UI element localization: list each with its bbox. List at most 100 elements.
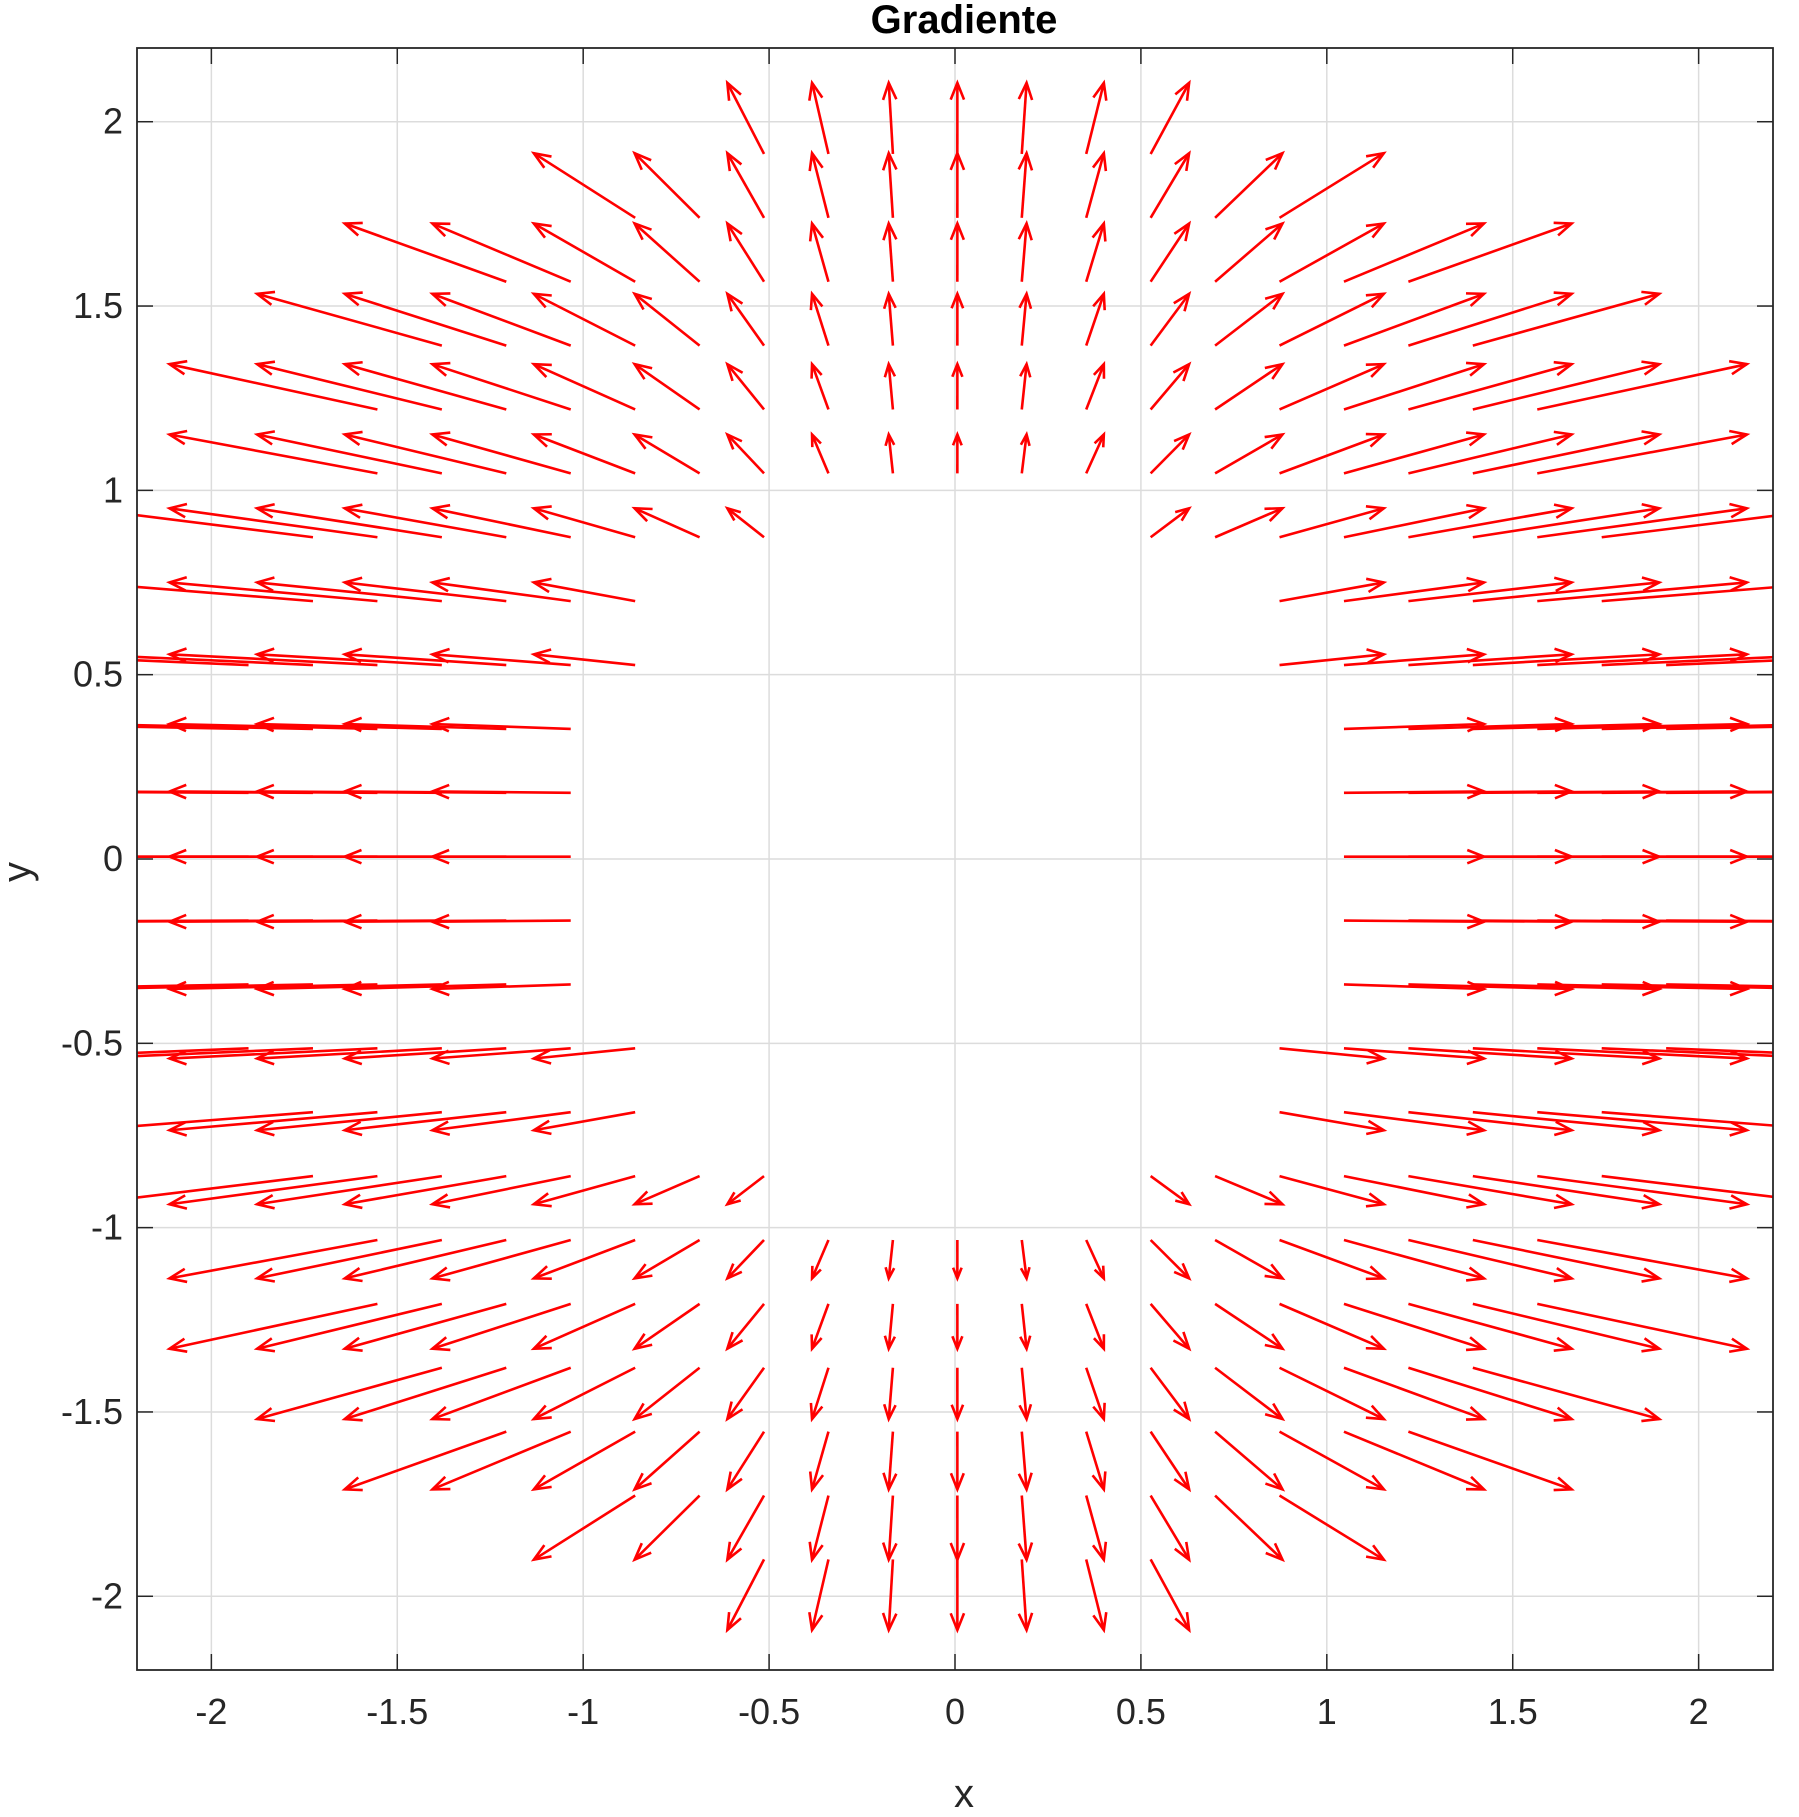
gradient-arrow — [341, 1047, 507, 1066]
gradient-arrow — [1537, 502, 1751, 539]
gradient-arrow — [1343, 503, 1488, 539]
gradient-arrow — [1278, 221, 1387, 283]
gradient-arrow — [1214, 432, 1286, 475]
gradient-arrow — [1279, 1302, 1388, 1351]
gradient-arrow — [1279, 1174, 1388, 1208]
gradient-arrow — [810, 360, 830, 410]
gradient-arrow — [1472, 1366, 1663, 1423]
gradient-arrow — [165, 1110, 378, 1137]
grid-lines — [137, 48, 1773, 1670]
gradient-arrow — [530, 432, 636, 475]
gradient-arrow — [1343, 361, 1488, 411]
gradient-arrow — [724, 431, 765, 475]
gradient-arrow — [166, 429, 378, 475]
gradient-arrow — [1408, 360, 1575, 411]
gradient-arrow — [1601, 586, 1773, 603]
gradient-arrow — [809, 290, 830, 346]
gradient-arrow — [951, 1303, 964, 1353]
gradient-arrow — [166, 502, 378, 539]
gradient-arrow — [428, 980, 571, 997]
x-tick-label: -2 — [195, 1691, 227, 1732]
gradient-arrow — [883, 1303, 897, 1353]
gradient-arrow — [949, 79, 966, 154]
gradient-arrow — [1279, 362, 1388, 411]
gradient-arrow — [1017, 79, 1034, 155]
gradient-arrow — [951, 430, 963, 474]
gradient-arrow — [1214, 150, 1285, 219]
gradient-arrow — [1666, 790, 1773, 795]
chart-title: Gradiente — [871, 0, 1058, 42]
gradient-arrow — [881, 1495, 898, 1564]
gradient-arrow — [809, 1367, 830, 1423]
gradient-arrow — [1214, 506, 1286, 539]
x-tick-label: 0 — [945, 1691, 965, 1732]
gradient-arrow — [253, 290, 443, 347]
gradient-arrow — [1537, 1238, 1751, 1284]
gradient-arrow — [530, 577, 636, 603]
gradient-arrow — [631, 1238, 701, 1281]
gradient-arrow — [1408, 291, 1575, 347]
gradient-arrow — [253, 1174, 443, 1210]
gradient-arrow — [253, 1366, 443, 1423]
y-tick-label: 0 — [103, 838, 123, 879]
x-tick-label: -1.5 — [366, 1691, 428, 1732]
gradient-arrow — [1343, 1238, 1488, 1282]
gradient-arrow — [1149, 1494, 1191, 1563]
gradient-arrow — [1408, 1110, 1576, 1137]
gradient-arrow — [1408, 430, 1576, 475]
gradient-arrow — [1408, 576, 1576, 603]
gradient-arrow — [1149, 150, 1191, 219]
gradient-arrow — [341, 360, 507, 411]
gradient-arrow — [253, 1047, 442, 1066]
gradient-arrow — [137, 1047, 249, 1055]
gradient-arrow — [1343, 576, 1488, 603]
gradient-arrow — [1214, 1430, 1286, 1492]
gradient-arrow — [1018, 1367, 1033, 1423]
gradient-arrow — [137, 655, 314, 667]
gradient-arrow — [631, 1366, 701, 1422]
gradient-arrow — [808, 220, 830, 283]
y-tick-label: -0.5 — [61, 1022, 123, 1063]
gradient-arrow — [429, 292, 572, 347]
gradient-arrow — [341, 1302, 507, 1352]
gradient-arrow — [1408, 1366, 1575, 1422]
gradient-arrow — [1407, 1430, 1575, 1492]
gradient-arrow — [1085, 1303, 1106, 1352]
gradient-arrow — [1601, 514, 1773, 539]
gradient-arrow — [810, 1239, 830, 1282]
gradient-arrow — [951, 1239, 963, 1282]
gradient-arrow — [137, 1174, 314, 1199]
gradient-arrow — [530, 362, 636, 411]
gradient-arrow — [631, 1302, 701, 1351]
gradient-arrow — [165, 980, 378, 997]
gradient-arrow — [1149, 361, 1192, 411]
gradient-arrow — [1601, 724, 1773, 731]
gradient-arrow — [530, 1494, 636, 1562]
gradient-arrow — [1149, 1366, 1192, 1422]
gradient-arrow — [1084, 220, 1107, 283]
y-tick-label: 1.5 — [73, 285, 123, 326]
gradient-arrow — [631, 362, 701, 411]
gradient-arrow — [1084, 149, 1108, 219]
gradient-arrow — [1214, 291, 1286, 347]
gradient-arrow — [530, 1302, 636, 1351]
gradient-arrow — [1472, 503, 1663, 539]
gradient-arrow — [1085, 1239, 1106, 1282]
gradient-arrow — [1537, 429, 1751, 475]
y-tick-label: 1 — [103, 469, 123, 510]
gradient-arrow — [1278, 292, 1387, 347]
x-tick-label: 2 — [1689, 1691, 1709, 1732]
gradient-arrow — [253, 576, 442, 603]
gradient-arrow — [1084, 1367, 1106, 1423]
gradient-arrow — [253, 503, 443, 539]
gradient-arrow — [808, 1431, 830, 1493]
gradient-arrow — [341, 503, 507, 539]
gradient-arrow — [1017, 1559, 1034, 1634]
gradient-arrow — [341, 1238, 507, 1283]
gradient-arrow — [166, 359, 378, 411]
gradient-arrow — [1537, 1174, 1751, 1210]
gradient-arrow — [1472, 1110, 1663, 1137]
gradient-arrow — [341, 1366, 507, 1422]
gradient-arrow — [1018, 290, 1033, 346]
gradient-arrow — [1666, 725, 1773, 731]
